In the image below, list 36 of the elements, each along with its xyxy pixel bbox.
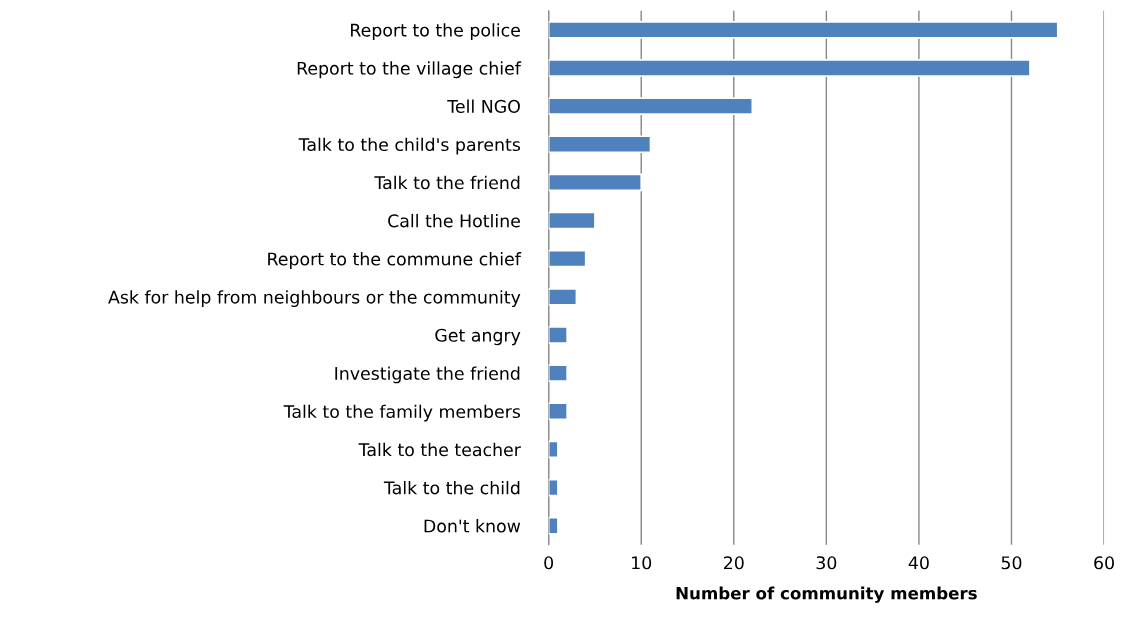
x-axis-title: Number of community members bbox=[676, 586, 977, 603]
bar bbox=[548, 516, 559, 535]
bar bbox=[548, 249, 587, 268]
y-tick-label: Get angry bbox=[435, 328, 521, 346]
y-tick-label: Talk to the friend bbox=[374, 175, 520, 190]
bar bbox=[548, 364, 569, 382]
x-tick-label: 60 bbox=[1094, 556, 1114, 570]
y-tick-label: Talk to the child bbox=[383, 480, 520, 495]
x-tick-label: 0 bbox=[544, 556, 554, 570]
bar bbox=[548, 135, 652, 154]
bar bbox=[548, 20, 1059, 39]
bar bbox=[548, 326, 569, 344]
y-tick-label: Don't know bbox=[424, 519, 521, 533]
y-tick-label: Tell NGO bbox=[447, 99, 520, 113]
bar bbox=[548, 440, 559, 459]
y-tick-label: Investigate the friend bbox=[335, 366, 520, 384]
bar bbox=[548, 478, 559, 497]
bar bbox=[548, 211, 596, 230]
y-tick-label: Talk to the teacher bbox=[358, 442, 521, 457]
y-tick-label: Report to the village chief bbox=[297, 61, 522, 79]
bar bbox=[548, 97, 754, 115]
y-tick-label: Talk to the child's parents bbox=[298, 137, 521, 155]
x-tick-label: 50 bbox=[1001, 556, 1022, 570]
x-tick-label: 30 bbox=[816, 556, 837, 570]
y-tick-label: Talk to the family members bbox=[283, 404, 521, 422]
y-tick-label: Report to the police bbox=[351, 23, 520, 41]
y-tick-label: Call the Hotline bbox=[388, 213, 520, 228]
bar bbox=[548, 287, 578, 306]
bar bbox=[548, 402, 569, 421]
bar bbox=[548, 59, 1031, 77]
x-tick-label: 20 bbox=[724, 556, 744, 570]
bar bbox=[548, 173, 643, 192]
x-tick-label: 10 bbox=[632, 556, 652, 570]
y-tick-label: Report to the commune chief bbox=[268, 252, 522, 269]
y-tick-label: Ask for help from neighbours or the community bbox=[108, 290, 521, 308]
x-tick-label: 40 bbox=[908, 556, 929, 570]
